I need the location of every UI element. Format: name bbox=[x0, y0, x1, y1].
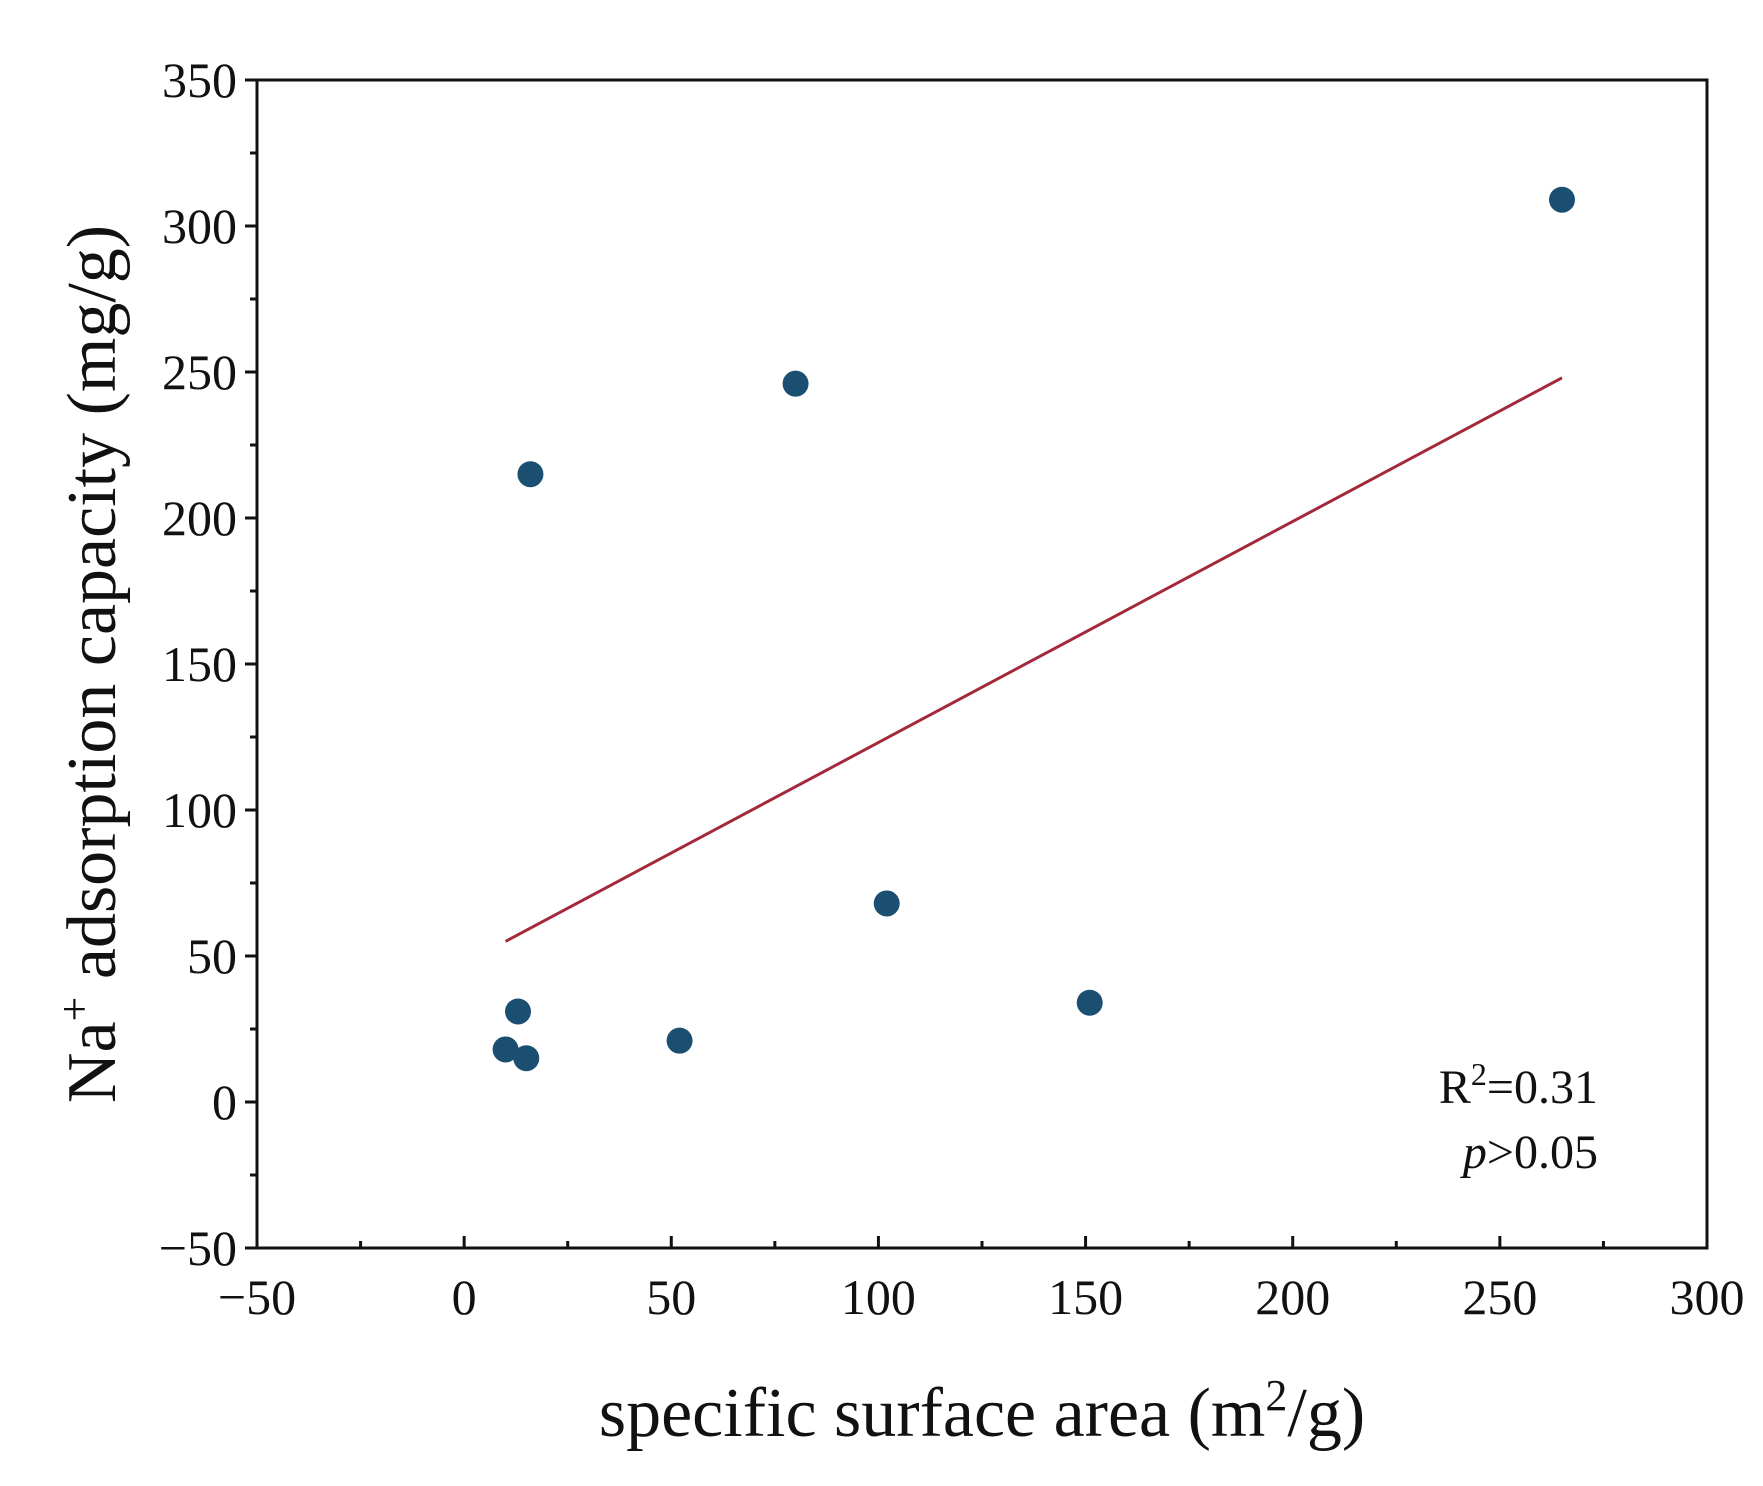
x-tick-label: 150 bbox=[1048, 1269, 1123, 1325]
data-point bbox=[666, 1027, 693, 1054]
data-point bbox=[492, 1036, 519, 1063]
y-tick-label: 200 bbox=[162, 490, 237, 546]
y-tick-label: 50 bbox=[187, 928, 237, 984]
plot-area-frame bbox=[255, 78, 1709, 1250]
y-tick-label: 0 bbox=[212, 1074, 237, 1130]
data-point bbox=[1549, 186, 1575, 213]
y-tick-label: 350 bbox=[162, 52, 237, 108]
p-value-annotation: p>0.05 bbox=[1460, 1126, 1598, 1179]
y-tick-label: 250 bbox=[162, 344, 237, 400]
fit-layer bbox=[504, 376, 1563, 943]
x-tick-label: 0 bbox=[452, 1269, 477, 1325]
y-tick-label: 100 bbox=[162, 782, 237, 838]
x-tick-label: 50 bbox=[646, 1269, 696, 1325]
y-tick-label: 300 bbox=[162, 198, 237, 254]
x-tick-label: 300 bbox=[1670, 1269, 1745, 1325]
data-point bbox=[1076, 989, 1103, 1016]
points-layer bbox=[492, 186, 1575, 1072]
x-tick-label: 250 bbox=[1462, 1269, 1537, 1325]
x-tick-label: 100 bbox=[841, 1269, 916, 1325]
y-axis-title: Na+ adsorption capacity (mg/g) bbox=[50, 225, 131, 1103]
data-point bbox=[513, 1045, 540, 1072]
data-point bbox=[873, 890, 900, 917]
x-axis-title: specific surface area (m2/g) bbox=[599, 1371, 1365, 1452]
x-tick-label: −50 bbox=[218, 1269, 296, 1325]
regression-line bbox=[504, 376, 1563, 943]
data-point bbox=[517, 461, 544, 488]
r-squared-annotation: R2=0.31 bbox=[1439, 1056, 1598, 1114]
ticks-layer: −50 0 50 100 150 200 250 300 −50 0 50 100 150 200 250 3… bbox=[159, 52, 1745, 1325]
data-point bbox=[782, 370, 809, 397]
y-tick-label: 150 bbox=[162, 636, 237, 692]
y-tick-label: −50 bbox=[159, 1220, 237, 1276]
x-tick-label: 200 bbox=[1255, 1269, 1330, 1325]
data-point bbox=[505, 998, 531, 1025]
